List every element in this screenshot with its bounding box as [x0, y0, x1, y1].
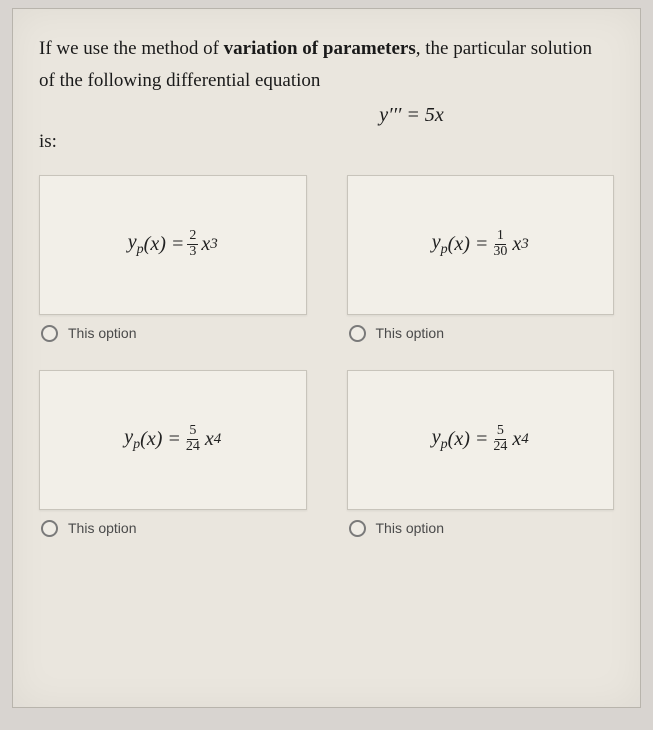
question-page: If we use the method of variation of par… — [12, 8, 641, 708]
option-cell-2: yp(x) = 1 30 x3 This option — [347, 175, 615, 362]
radio-icon[interactable] — [41, 325, 58, 342]
radio-icon[interactable] — [41, 520, 58, 537]
fraction-4: 5 24 — [491, 424, 509, 454]
option-label: This option — [376, 325, 444, 341]
option-select-4[interactable]: This option — [347, 510, 615, 557]
option-cell-1: yp(x) = 2 3 x3 This option — [39, 175, 307, 362]
option-select-1[interactable]: This option — [39, 315, 307, 362]
option-box-2: yp(x) = 1 30 x3 — [347, 175, 615, 315]
option-select-3[interactable]: This option — [39, 510, 307, 557]
is-label: is: — [39, 131, 614, 153]
q-line2: of the following differential equation — [39, 70, 320, 91]
option-box-1: yp(x) = 2 3 x3 — [39, 175, 307, 315]
differential-equation: y′′′ = 5x — [209, 104, 614, 127]
option-select-2[interactable]: This option — [347, 315, 615, 362]
option-box-3: yp(x) = 5 24 x4 — [39, 370, 307, 510]
fraction-1: 2 3 — [187, 229, 198, 259]
option-label: This option — [376, 520, 444, 536]
q-line1-pre: If we use the method of — [39, 38, 224, 59]
question-text: If we use the method of variation of par… — [39, 33, 614, 98]
fraction-2: 1 30 — [491, 229, 509, 259]
fraction-3: 5 24 — [184, 424, 202, 454]
option-label: This option — [68, 325, 136, 341]
option-label: This option — [68, 520, 136, 536]
radio-icon[interactable] — [349, 325, 366, 342]
option-cell-3: yp(x) = 5 24 x4 This option — [39, 370, 307, 557]
options-grid: yp(x) = 2 3 x3 This option yp(x) = 1 30 … — [39, 175, 614, 557]
q-line1-post: , the particular solution — [416, 38, 592, 59]
radio-icon[interactable] — [349, 520, 366, 537]
q-line1-bold: variation of parameters — [224, 38, 416, 59]
option-box-4: yp(x) = 5 24 x4 — [347, 370, 615, 510]
option-cell-4: yp(x) = 5 24 x4 This option — [347, 370, 615, 557]
